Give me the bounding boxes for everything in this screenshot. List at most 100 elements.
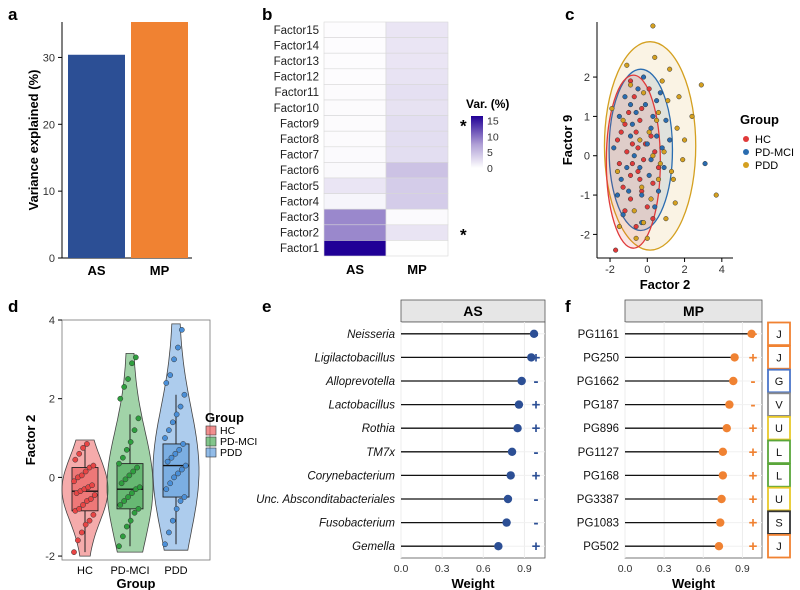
panel-label-f: f	[565, 297, 571, 316]
point-pd-mci	[118, 480, 125, 487]
heat-cell	[385, 99, 449, 116]
heat-cell	[385, 52, 449, 70]
sign-label: +	[749, 444, 758, 461]
heat-cell	[323, 224, 387, 241]
x-tick-label: 0.9	[735, 563, 750, 575]
sign-label: -	[751, 397, 756, 414]
point-pdd	[162, 541, 168, 548]
point-hc	[76, 450, 83, 457]
legend-title: Group	[205, 410, 244, 425]
point-hc	[644, 204, 650, 210]
point-pd-mci	[641, 74, 647, 80]
heat-cell	[323, 177, 387, 194]
heat-cell	[385, 37, 449, 54]
plot-frame	[624, 321, 763, 559]
point-pdd	[181, 391, 188, 398]
legend-label: HC	[220, 425, 236, 437]
ellipse-pdd	[603, 41, 697, 251]
sign-label: +	[749, 538, 758, 555]
point-pd-mci	[125, 494, 131, 500]
y-axis-title: Factor 2	[23, 415, 38, 466]
point-hc	[87, 496, 94, 502]
point-pdd	[637, 137, 643, 143]
point-hc	[82, 468, 89, 475]
heat-cell	[323, 115, 387, 132]
lollipop-point	[513, 424, 522, 433]
sign-label: -	[534, 373, 539, 390]
point-pd-mci	[134, 464, 140, 471]
y-tick-label: 20	[43, 119, 55, 131]
bar-mp	[131, 22, 188, 258]
y-tick-label: 2	[49, 394, 55, 406]
point-pdd	[176, 446, 183, 453]
legend-tick-label: 0	[487, 163, 493, 175]
x-tick-label: 0.0	[394, 563, 409, 575]
row-label: Unc. Absconditabacteriales	[256, 494, 395, 506]
significance-marker: *	[460, 226, 467, 245]
point-pd-mci	[661, 164, 667, 171]
x-tick-label: 0.6	[476, 563, 491, 575]
point-hc	[89, 482, 95, 489]
legend-swatch	[205, 447, 217, 458]
lollipop-point	[717, 494, 726, 504]
heat-cell	[323, 146, 387, 163]
point-pd-mci	[667, 137, 673, 143]
row-label: Fusobacterium	[319, 518, 395, 530]
category-box	[767, 463, 791, 488]
point-pdd	[652, 54, 658, 60]
point-pdd	[171, 356, 177, 363]
point-pd-mci	[123, 523, 130, 530]
point-hc	[637, 176, 643, 182]
legend-swatch	[743, 162, 749, 168]
row-label: Rothia	[362, 423, 395, 435]
row-label: Factor5	[280, 181, 319, 193]
point-pdd	[166, 427, 172, 434]
point-pd-mci	[130, 468, 137, 475]
point-pd-mci	[663, 117, 669, 123]
point-pd-mci	[121, 384, 128, 390]
lollipop-point	[716, 518, 725, 527]
point-pd-mci	[702, 161, 708, 167]
point-pdd	[644, 235, 650, 241]
point-hc	[633, 129, 639, 135]
point-pd-mci	[633, 109, 639, 116]
sign-label: -	[534, 326, 539, 343]
category-box	[767, 415, 791, 441]
legend-label: PD-MCI	[755, 147, 794, 159]
sign-label: +	[532, 538, 541, 555]
point-pdd	[713, 192, 719, 198]
category-label: G	[775, 376, 784, 388]
point-pdd	[648, 196, 654, 202]
x-tick-label: 0.0	[618, 563, 633, 575]
point-pdd	[614, 168, 621, 175]
x-tick-label: PD-MCI	[110, 565, 149, 577]
panel-label-a: a	[8, 5, 18, 24]
x-tick-label: 0.6	[696, 563, 711, 575]
point-pd-mci	[120, 454, 126, 461]
row-label: Factor2	[280, 228, 319, 240]
lollipop-point	[517, 376, 526, 386]
y-axis-title: Factor 9	[560, 115, 575, 166]
sign-label: -	[534, 515, 539, 532]
row-label: PG3387	[577, 494, 619, 506]
point-pd-mci	[624, 164, 630, 171]
point-pd-mci	[650, 113, 656, 119]
sign-label: +	[749, 491, 758, 508]
point-pd-mci	[116, 543, 122, 550]
point-pd-mci	[637, 164, 643, 171]
point-pdd	[670, 176, 676, 182]
point-hc	[620, 184, 626, 190]
lollipop-point	[722, 424, 731, 433]
x-tick-label: 0.3	[657, 563, 672, 575]
row-label: PG1127	[578, 447, 619, 459]
panel-label-c: c	[565, 5, 574, 24]
sign-label: +	[532, 467, 541, 484]
y-tick-label: 1	[584, 111, 590, 123]
heat-cell	[385, 240, 449, 257]
y-tick-label: 4	[49, 315, 55, 327]
x-axis-title: Group	[117, 576, 156, 590]
bar-as	[68, 54, 125, 259]
category-label: V	[775, 400, 783, 412]
heat-cell	[323, 68, 387, 85]
point-pdd	[172, 450, 179, 457]
